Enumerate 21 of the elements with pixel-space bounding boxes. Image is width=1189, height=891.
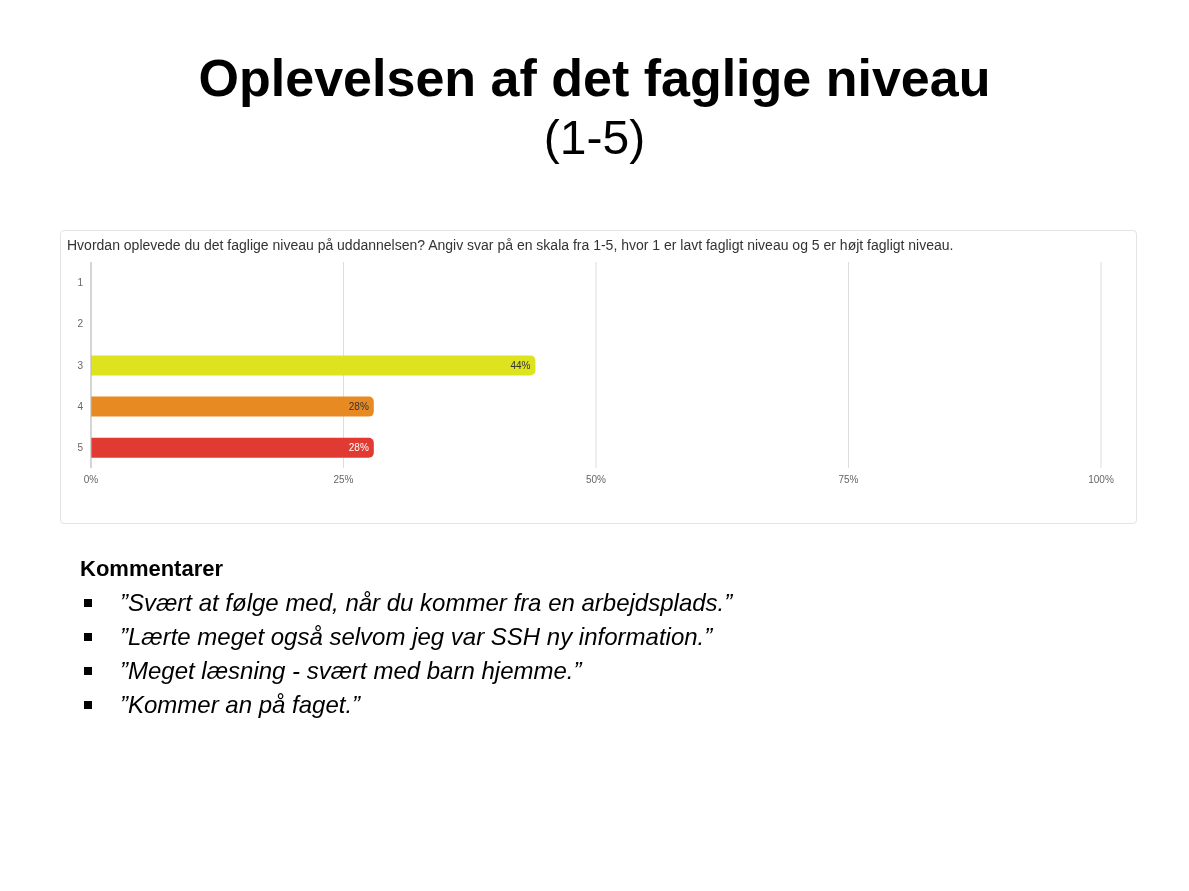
data-label: 28% — [348, 442, 369, 454]
text: Hvordan oplevede du det faglige niveau på uddannelsen? Angiv svar på en skala fra 1-5, hvor 1 er lavt fagligt niveau og 5 er højt fagligt niveau. — [66, 236, 955, 255]
y-tick-label: 1 — [77, 277, 84, 289]
x-tick-label: 50% — [585, 474, 607, 486]
data-label: 28% — [348, 401, 369, 413]
text: Kommentarer — [80, 556, 225, 582]
y-tick-label: 5 — [77, 441, 84, 453]
chart-subtitle: (1-5) — [542, 110, 647, 166]
y-tick-label: 4 — [77, 400, 84, 412]
text: ”Meget læsning - svært med barn hjemme.” — [120, 656, 582, 686]
data-label: 44% — [510, 359, 531, 371]
text: ”Svært at følge med, når du kommer fra en arbejdsplads.” — [120, 588, 733, 618]
chart-title: Oplevelsen af det faglige niveau — [197, 48, 992, 108]
y-tick-label: 3 — [77, 359, 84, 371]
text: ”Lærte meget også selvom jeg var SSH ny information.” — [120, 622, 713, 652]
x-tick-label: 25% — [333, 474, 354, 486]
x-tick-label: 75% — [838, 474, 859, 486]
text: ”Kommer an på faget.” — [120, 690, 361, 720]
x-tick-label: 0% — [83, 474, 99, 486]
x-tick-label: 100% — [1088, 474, 1114, 486]
y-tick-label: 2 — [77, 318, 84, 330]
